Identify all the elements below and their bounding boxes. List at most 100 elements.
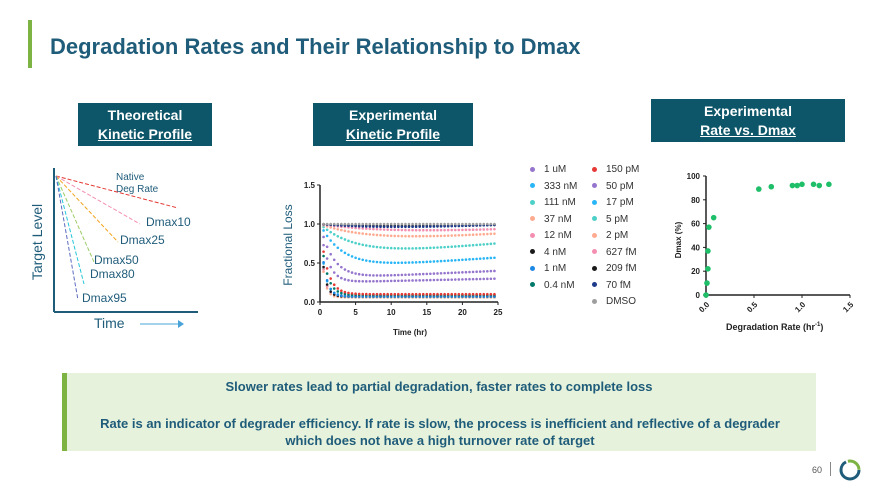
kinetic-point: [357, 242, 361, 246]
kinetic-point: [386, 279, 389, 283]
rate-point: [705, 248, 711, 254]
kinetic-point: [429, 234, 432, 238]
kinetic-point: [425, 222, 429, 226]
kinetic-point: [425, 246, 429, 250]
kinetic-point: [404, 222, 407, 226]
kinetic-ytick-label: 0.0: [304, 298, 316, 307]
kinetic-point: [407, 222, 411, 226]
kinetic-point: [429, 292, 432, 296]
legend-item: 5 pM: [592, 214, 628, 225]
kinetic-point: [397, 247, 400, 250]
kinetic-point: [471, 277, 475, 281]
kinetic-point: [414, 279, 418, 282]
legend-item: 37 nM: [530, 214, 572, 225]
kinetic-point: [429, 222, 432, 226]
kinetic-point: [436, 234, 439, 238]
rate-ytick-label: 20: [691, 267, 700, 276]
kinetic-point: [372, 292, 375, 296]
kinetic-point: [414, 234, 418, 238]
kinetic-point: [325, 234, 329, 238]
kinetic-point: [382, 228, 386, 231]
kinetic-point: [357, 231, 361, 235]
kinetic-point: [364, 259, 368, 262]
native-rate-line: [55, 175, 179, 209]
kinetic-point: [461, 222, 464, 226]
kinetic-point: [453, 278, 457, 281]
kinetic-point: [375, 227, 379, 231]
kinetic-point: [379, 246, 382, 249]
kinetic-point: [372, 245, 375, 248]
kinetic-point: [443, 292, 446, 296]
kinetic-point: [411, 234, 414, 238]
page-title: Degradation Rates and Their Relationship…: [50, 34, 581, 59]
kinetic-point: [368, 233, 372, 236]
rate-xtick-label: 0.0: [697, 300, 712, 315]
legend-label: DMSO: [606, 296, 636, 307]
kinetic-point: [461, 271, 464, 274]
kinetic-point: [329, 277, 332, 280]
kinetic-point: [372, 225, 375, 228]
kinetic-point: [361, 227, 365, 230]
legend-item: 50 pM: [592, 181, 634, 192]
kinetic-point: [361, 292, 365, 296]
kinetic-point: [357, 222, 361, 226]
kinetic-point: [375, 222, 379, 226]
legend-item: 2 pM: [592, 230, 628, 241]
kinetic-point: [325, 279, 329, 282]
kinetic-point: [347, 270, 350, 273]
kinetic-point: [329, 252, 332, 256]
kinetic-point: [429, 246, 432, 250]
kinetic-point: [364, 273, 368, 277]
kinetic-point: [336, 287, 340, 290]
kinetic-point: [322, 222, 325, 226]
kinetic-point: [457, 292, 461, 296]
dmax50-line: [55, 175, 95, 263]
legend-marker: [530, 249, 535, 255]
kinetic-point: [421, 225, 425, 228]
kinetic-point: [486, 222, 489, 226]
kinetic-point: [368, 273, 372, 277]
kinetic-point: [364, 222, 368, 226]
kinetic-point: [379, 279, 382, 283]
legend-label: 37 nM: [544, 213, 572, 225]
rate-point: [704, 280, 710, 286]
kinetic-point: [407, 225, 411, 229]
rate-xlabel-close: ): [820, 322, 823, 332]
kinetic-point: [397, 228, 400, 232]
kinetic-point: [425, 278, 429, 282]
summary-line1: Slower rates lead to partial degradation…: [225, 379, 653, 394]
rate-ytick-label: 60: [691, 220, 700, 229]
kinetic-point: [340, 222, 343, 226]
kinetic-point: [393, 246, 397, 250]
kinetic-point: [322, 225, 325, 229]
kinetic-point: [329, 292, 332, 296]
kinetic-point: [368, 259, 372, 263]
kinetic-point: [364, 280, 368, 283]
kinetic-point: [340, 236, 343, 240]
kinetic-point: [418, 272, 421, 276]
experimental-header-line2: Kinetic Profile: [345, 125, 441, 142]
kinetic-point: [446, 224, 450, 228]
kinetic-point: [361, 273, 365, 277]
kinetic-point: [414, 247, 418, 250]
kinetic-point: [468, 244, 471, 247]
kinetic-point: [446, 271, 450, 275]
kinetic-point: [400, 279, 404, 283]
kinetic-point: [325, 267, 329, 270]
kinetic-point: [450, 271, 454, 275]
kinetic-point: [407, 261, 411, 264]
kinetic-series: [322, 243, 496, 283]
kinetic-point: [418, 246, 421, 250]
kinetic-point: [475, 270, 478, 274]
kinetic-point: [489, 227, 493, 231]
kinetic-point: [386, 261, 389, 264]
kinetic-point: [457, 278, 461, 281]
kinetic-point: [411, 222, 414, 226]
kinetic-point: [364, 225, 368, 228]
kinetic-point: [411, 247, 414, 250]
kinetic-point: [343, 238, 347, 241]
kinetic-point: [443, 271, 446, 275]
kinetic-point: [482, 222, 486, 226]
kinetic-point: [361, 279, 365, 283]
kinetic-point: [404, 234, 407, 238]
